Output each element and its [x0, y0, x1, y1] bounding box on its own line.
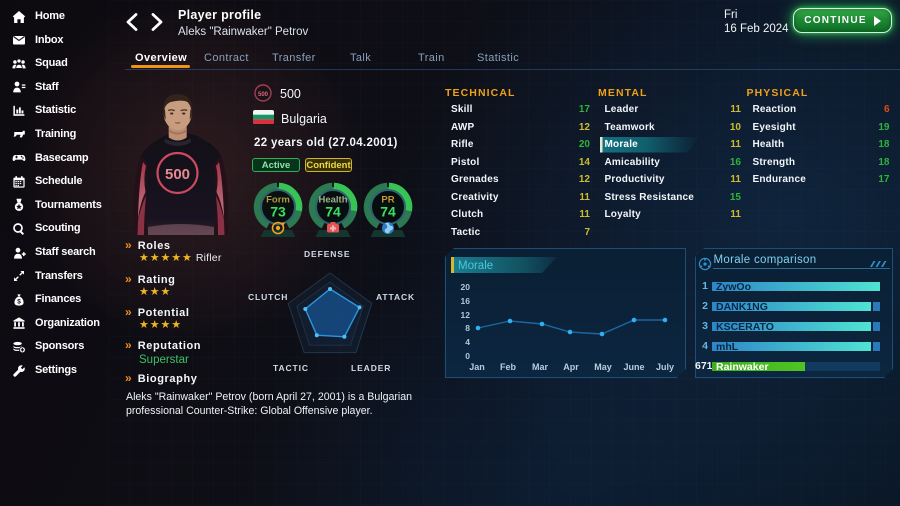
svg-text:73: 73 [270, 204, 286, 220]
svg-text:June: June [623, 362, 644, 372]
svg-text:Jan: Jan [469, 362, 485, 372]
svg-text:Apr: Apr [563, 362, 579, 372]
svg-text:0: 0 [465, 351, 470, 361]
svg-text:500: 500 [165, 166, 190, 183]
svg-text:Feb: Feb [500, 362, 517, 372]
svg-text:8: 8 [465, 323, 470, 333]
svg-text:Mar: Mar [532, 362, 549, 372]
svg-text:20: 20 [461, 282, 471, 292]
svg-text:74: 74 [325, 204, 341, 220]
svg-text:Morale: Morale [458, 260, 493, 272]
svg-text:May: May [594, 362, 612, 372]
svg-text:Form: Form [266, 195, 290, 206]
svg-text:4: 4 [465, 337, 470, 347]
svg-text:$: $ [17, 298, 21, 305]
svg-text:74: 74 [380, 204, 396, 220]
svg-text:July: July [656, 362, 674, 372]
svg-text:Health: Health [318, 195, 347, 206]
svg-text:12: 12 [461, 310, 471, 320]
svg-text:500: 500 [258, 92, 269, 98]
svg-text:16: 16 [461, 296, 471, 306]
svg-text:PR: PR [381, 195, 394, 206]
